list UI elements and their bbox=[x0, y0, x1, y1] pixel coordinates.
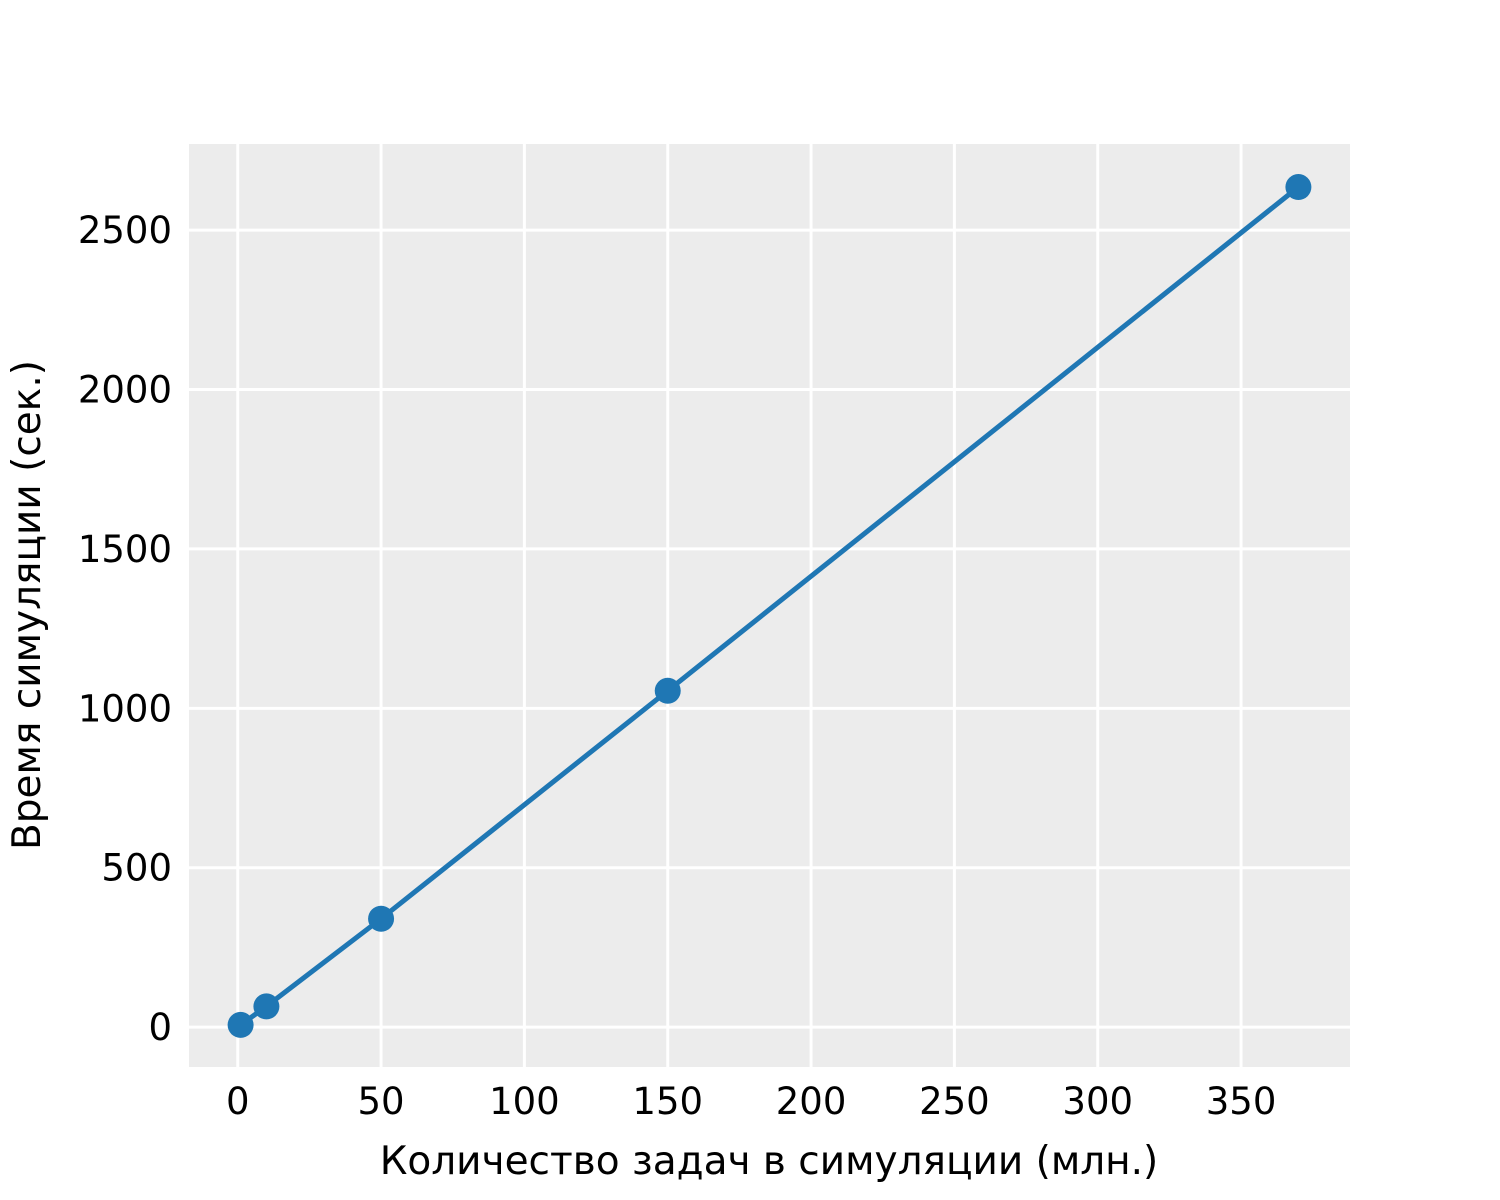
y-tick-label-3: 1500 bbox=[78, 528, 172, 571]
y-tick-label-2: 1000 bbox=[78, 687, 172, 730]
y-axis-label: Время симуляции (сек.) bbox=[5, 360, 50, 850]
x-tick-label-1: 50 bbox=[358, 1080, 405, 1123]
y-tick-labels: 0 500 1000 1500 2000 2500 bbox=[78, 209, 172, 1049]
y-tick-label-0: 0 bbox=[148, 1006, 172, 1049]
x-tick-label-7: 350 bbox=[1206, 1080, 1277, 1123]
x-tick-label-0: 0 bbox=[226, 1080, 250, 1123]
x-tick-label-4: 200 bbox=[776, 1080, 847, 1123]
y-tick-label-4: 2000 bbox=[78, 368, 172, 411]
y-tick-label-5: 2500 bbox=[78, 209, 172, 252]
series-layer bbox=[227, 174, 1312, 1038]
y-tick-label-1: 500 bbox=[101, 847, 172, 890]
x-tick-label-5: 250 bbox=[919, 1080, 990, 1123]
data-point-0-1 bbox=[253, 993, 280, 1020]
data-point-0-4 bbox=[1285, 174, 1312, 201]
x-tick-labels: 0 50 100 150 200 250 300 350 bbox=[226, 1080, 1276, 1123]
data-point-0-2 bbox=[368, 905, 395, 932]
data-point-0-0 bbox=[227, 1011, 254, 1038]
grid bbox=[189, 144, 1350, 1067]
x-tick-label-3: 150 bbox=[632, 1080, 703, 1123]
x-tick-label-2: 100 bbox=[489, 1080, 560, 1123]
x-tick-label-6: 300 bbox=[1062, 1080, 1133, 1123]
data-point-0-3 bbox=[654, 677, 681, 704]
x-axis-label: Количество задач в симуляции (млн.) bbox=[380, 1139, 1159, 1184]
